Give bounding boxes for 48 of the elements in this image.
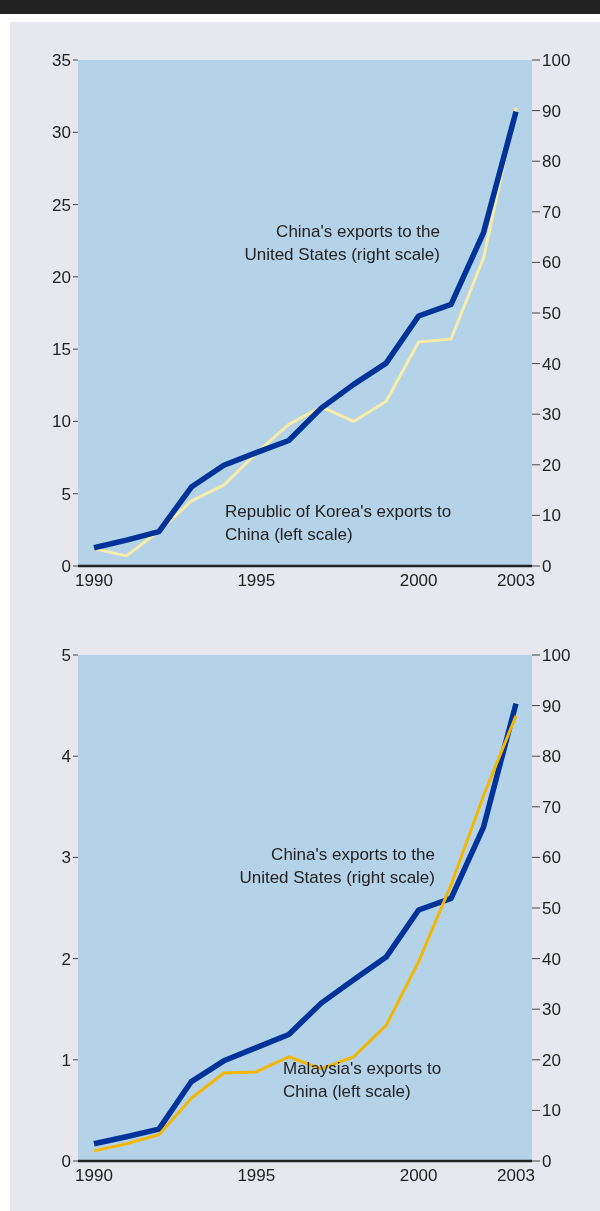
y2-tick-label: 20 <box>542 1050 561 1070</box>
series-label: China's exports to the United States (right scale) <box>244 221 440 266</box>
y-tick-label: 30 <box>52 123 71 143</box>
x-tick-label: 2000 <box>399 1166 438 1186</box>
y2-tick-label: 90 <box>542 101 561 121</box>
y2-tick-label: 60 <box>542 253 561 273</box>
y2-tick-label: 40 <box>542 949 561 969</box>
y2-tick-label: 50 <box>542 304 561 324</box>
y2-tick-label: 80 <box>542 747 561 767</box>
y-tick-label: 20 <box>52 267 71 287</box>
y2-tick-label: 10 <box>542 1101 561 1121</box>
x-tick-label: 1995 <box>237 1166 276 1186</box>
y2-tick-label: 90 <box>542 696 561 716</box>
y2-tick-label: 100 <box>542 51 571 71</box>
series-label: Malaysia's exports to China (left scale) <box>283 1058 442 1103</box>
y2-tick-label: 30 <box>542 405 561 425</box>
y2-tick-label: 0 <box>542 1152 552 1172</box>
y-tick-label: 15 <box>52 340 71 360</box>
y-tick-label: 5 <box>61 484 71 504</box>
x-tick-label: 1990 <box>75 571 113 591</box>
y2-tick-label: 100 <box>542 646 571 666</box>
y2-tick-label: 50 <box>542 899 561 919</box>
y2-tick-label: 20 <box>542 455 561 475</box>
y2-tick-label: 70 <box>542 797 561 817</box>
y2-tick-label: 0 <box>542 557 552 577</box>
y-tick-label: 0 <box>61 1152 71 1172</box>
y2-tick-label: 10 <box>542 506 561 526</box>
y-tick-label: 3 <box>61 848 71 868</box>
y2-tick-label: 80 <box>542 152 561 172</box>
x-tick-label: 1990 <box>75 1166 113 1186</box>
y-tick-label: 5 <box>61 646 71 666</box>
y-tick-label: 1 <box>61 1050 71 1070</box>
x-tick-label: 1995 <box>237 571 276 591</box>
x-tick-label: 2003 <box>497 1166 535 1186</box>
series-label: China's exports to the United States (right scale) <box>239 844 435 889</box>
series-label: Republic of Korea's exports to China (left scale) <box>225 501 452 546</box>
y2-tick-label: 60 <box>542 848 561 868</box>
y-tick-label: 4 <box>61 747 71 767</box>
y2-tick-label: 30 <box>542 1000 561 1020</box>
y-tick-label: 2 <box>61 949 71 969</box>
x-tick-label: 2003 <box>497 571 535 591</box>
x-tick-label: 2000 <box>399 571 438 591</box>
y-tick-label: 10 <box>52 412 71 432</box>
y2-tick-label: 70 <box>542 202 561 222</box>
y2-tick-label: 40 <box>542 354 561 374</box>
y-tick-label: 0 <box>61 557 71 577</box>
y-tick-label: 25 <box>52 195 71 215</box>
y-tick-label: 35 <box>52 51 71 71</box>
